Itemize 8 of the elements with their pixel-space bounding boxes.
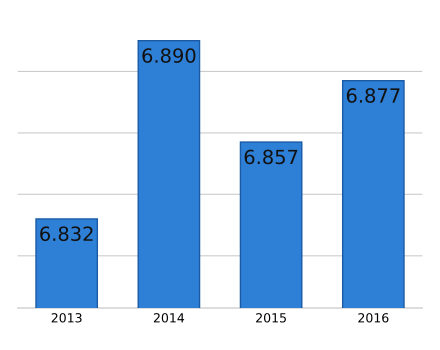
data-label: 6.877	[346, 88, 400, 103]
data-label: 6.832	[40, 226, 93, 242]
x-tick-label: 2013	[52, 313, 82, 323]
x-tick-label: 2016	[358, 313, 388, 323]
x-tick-label: 2014	[154, 313, 184, 323]
data-label: 6.857	[244, 150, 298, 164]
x-tick-label: 2015	[256, 313, 286, 323]
data-label: 6.890	[142, 48, 196, 63]
